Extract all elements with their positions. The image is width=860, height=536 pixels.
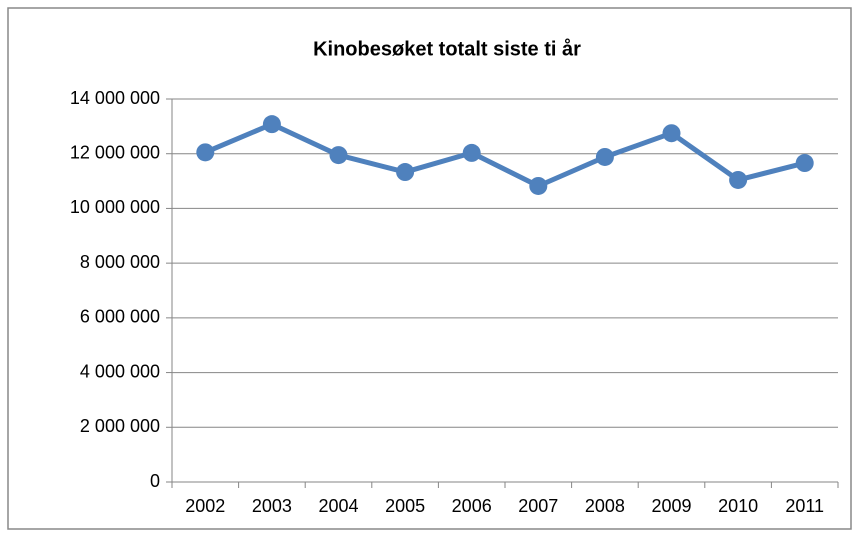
point: [196, 143, 215, 162]
y-tick-label: 2 000 000: [80, 416, 160, 436]
point: [396, 163, 415, 182]
x-tick-label: 2009: [651, 496, 691, 516]
y-tick-label: 14 000 000: [70, 88, 160, 108]
point: [795, 154, 814, 173]
x-tick-label: 2003: [252, 496, 292, 516]
point: [729, 170, 748, 189]
y-tick-label: 4 000 000: [80, 361, 160, 381]
chart-frame: [7, 7, 852, 530]
x-tick-label: 2005: [385, 496, 425, 516]
point: [595, 147, 614, 166]
x-tick-label: 2002: [185, 496, 225, 516]
y-tick-label: 12 000 000: [70, 142, 160, 162]
point: [662, 124, 681, 143]
point: [462, 143, 481, 162]
y-tick-label: 6 000 000: [80, 307, 160, 327]
x-tick-label: 2011: [785, 496, 824, 516]
y-tick-label: 8 000 000: [80, 252, 160, 272]
chart-title: Kinobesøket totalt siste ti år: [313, 37, 581, 60]
x-tick-label: 2008: [585, 496, 625, 516]
point: [262, 115, 281, 134]
series-line: [204, 121, 806, 189]
x-tick-label: 2006: [452, 496, 492, 516]
point: [329, 146, 348, 165]
y-tick-label: 10 000 000: [70, 197, 160, 217]
point: [529, 176, 548, 195]
x-tick-label: 2007: [518, 496, 558, 516]
x-tick-label: 2010: [718, 496, 758, 516]
y-tick-label: 0: [150, 471, 160, 491]
x-tick-label: 2004: [318, 496, 358, 516]
